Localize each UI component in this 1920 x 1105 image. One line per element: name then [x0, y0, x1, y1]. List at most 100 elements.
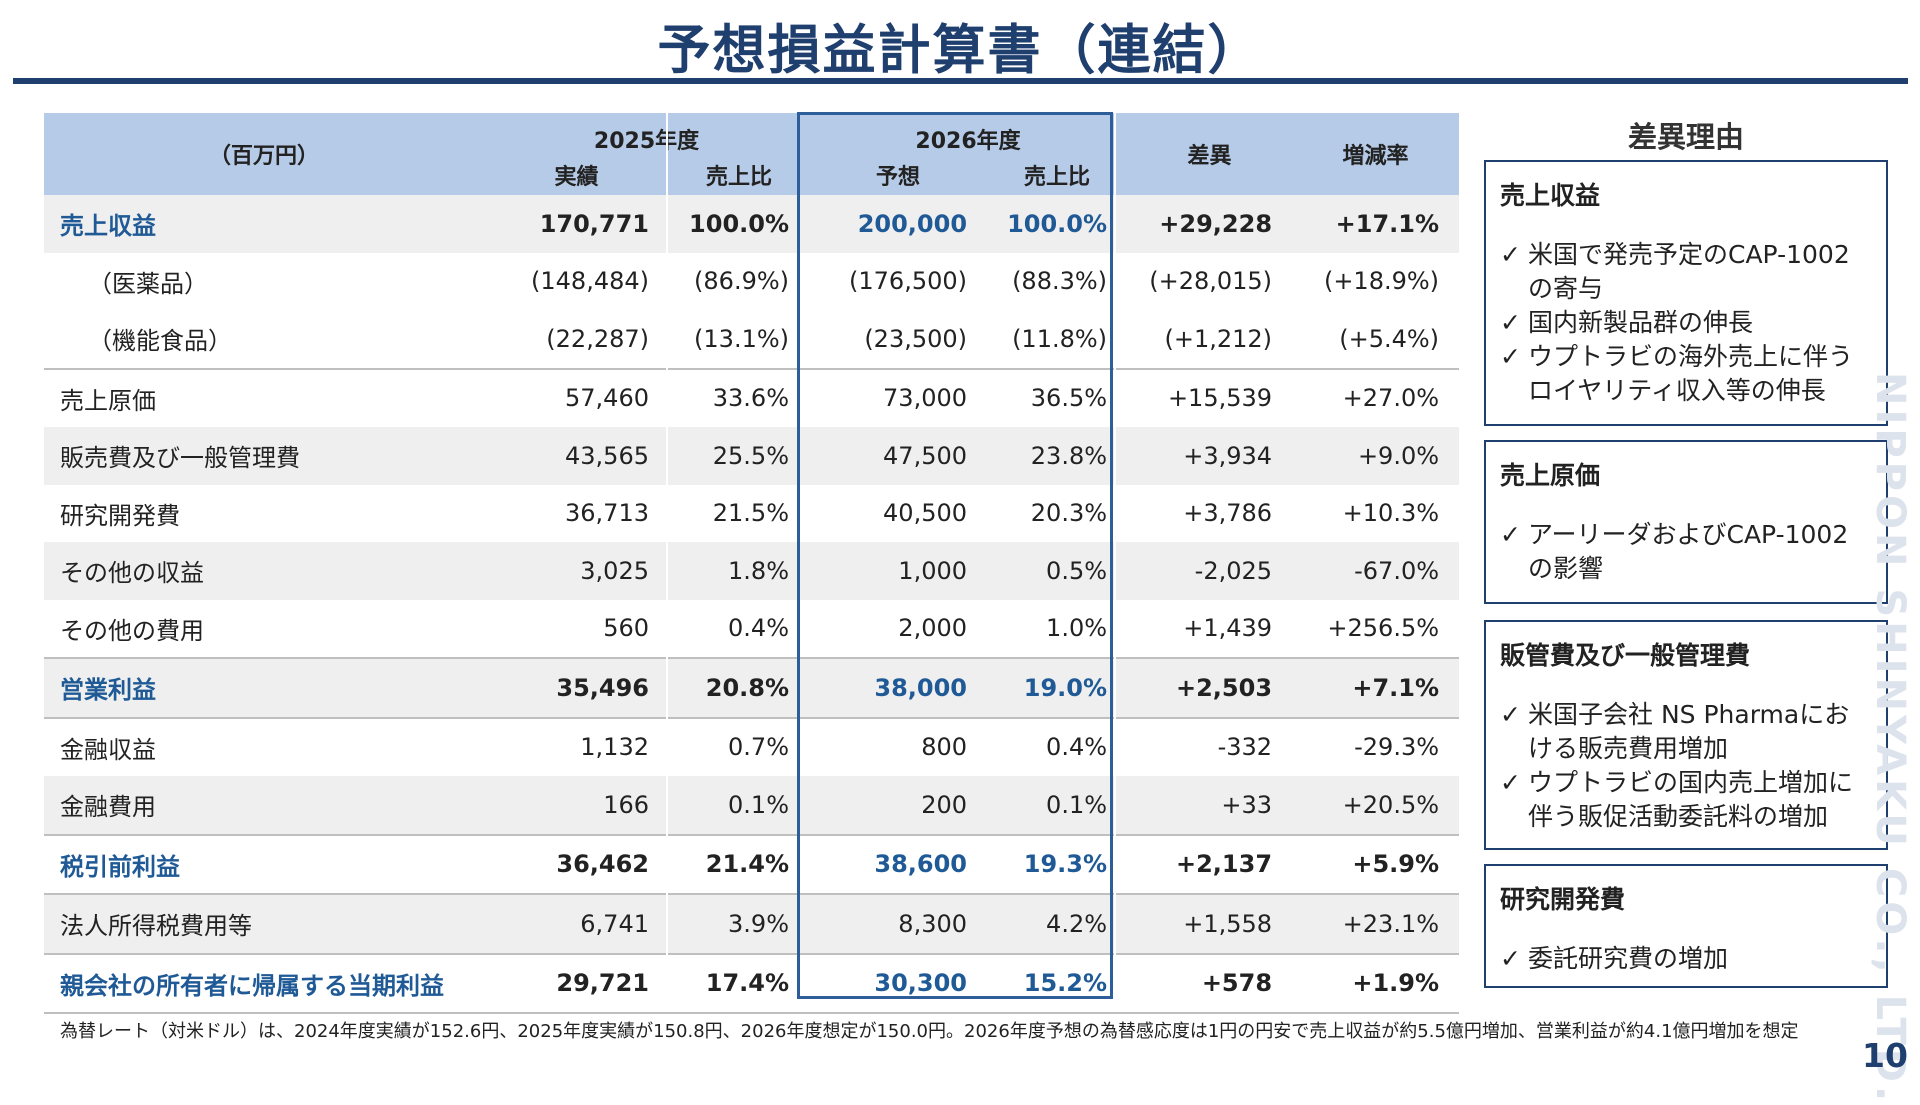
rate-cell: (+18.9%): [1323, 267, 1440, 296]
forecast-2026-cell: 47,500: [809, 427, 988, 485]
title-divider: [13, 78, 1908, 84]
table-row: （機能食品） (22,287) (13.1%) (23,500) (11.8%)…: [44, 310, 1459, 369]
actual-2025-cell: 170,771: [484, 195, 669, 253]
row-label: 親会社の所有者に帰属する当期利益: [44, 952, 484, 1014]
forecast-header: 予想: [809, 155, 988, 195]
actual-2025-cell: 36,462: [484, 833, 669, 894]
ratio-2026-cell: 0.5%: [987, 542, 1128, 600]
reason-text: ウプトラビの国内売上増加に伴う販促活動委託料の増加: [1528, 768, 1854, 831]
reason-list: ✓ 米国子会社 NS Pharmaにおける販売費用増加 ✓ ウプトラビの国内売上増加…: [1500, 698, 1872, 834]
ratio-2026-cell: 1.0%: [1046, 614, 1108, 643]
rate-cell: +17.1%: [1292, 195, 1460, 253]
diff-cell: +3,934: [1127, 427, 1293, 485]
ratio-2025-cell: 21.4%: [669, 833, 810, 894]
diff-cell: +2,503: [1127, 657, 1293, 718]
forecast-2026-cell: (23,500): [864, 324, 968, 353]
ratio-2025-cell: 3.9%: [669, 893, 810, 954]
row-label: 研究開発費: [60, 501, 180, 530]
header-row-1: （百万円） 2025年度 2026年度 差異 増減率: [44, 113, 1460, 195]
ratio-2025-cell: (13.1%): [694, 324, 790, 353]
ratio-2025-cell: 0.1%: [669, 776, 810, 835]
rate-cell: (+5.4%): [1339, 324, 1440, 353]
actual-2025-cell: 6,741: [484, 893, 669, 954]
table-row: 売上原価 57,460 33.6% 73,000 36.5% +15,539 +…: [44, 367, 1460, 427]
actual-2025-cell: 3,025: [484, 542, 669, 600]
diff-cell: +1,558: [1127, 893, 1293, 954]
ratio-2026-cell: 23.8%: [987, 427, 1128, 485]
check-icon: ✓: [1500, 944, 1521, 973]
check-icon: ✓: [1500, 700, 1521, 729]
reason-heading: 売上原価: [1500, 461, 1601, 490]
ratio-2026-cell: 0.1%: [987, 776, 1128, 835]
table-row: 販売費及び一般管理費 43,565 25.5% 47,500 23.8% +3,…: [44, 427, 1460, 485]
row-label: 営業利益: [44, 657, 484, 718]
column-divider: [666, 112, 668, 999]
row-label: 金融収益: [44, 716, 484, 776]
ratio-2025-cell: 25.5%: [669, 427, 810, 485]
reason-item: ✓ 米国子会社 NS Pharmaにおける販売費用増加: [1500, 698, 1872, 766]
reason-heading: 売上収益: [1500, 181, 1601, 210]
table-row: （医薬品） (148,484) (86.9%) (176,500) (88.3%…: [44, 253, 1459, 311]
column-divider: [1114, 112, 1116, 999]
ratio-2025-cell: 33.6%: [669, 367, 810, 427]
rate-cell: -29.3%: [1292, 716, 1460, 776]
row-label: 売上原価: [44, 367, 484, 427]
row-label: 売上収益: [44, 195, 484, 253]
diff-cell: (+28,015): [1149, 267, 1273, 296]
forecast-2026-cell: 38,600: [809, 833, 988, 894]
footnote: 為替レート（対米ドル）は、2024年度実績が152.6円、2025年度実績が15…: [60, 1021, 1799, 1042]
ratio-2025-header: 売上比: [669, 155, 810, 195]
ratio-2026-cell: 15.2%: [987, 952, 1128, 1014]
rate-cell: +27.0%: [1292, 367, 1460, 427]
table-row: 営業利益 35,496 20.8% 38,000 19.0% +2,503 +7…: [44, 657, 1460, 718]
rate-cell: +5.9%: [1292, 833, 1460, 894]
ratio-2025-cell: 100.0%: [669, 195, 810, 253]
ratio-2026-header: 売上比: [987, 155, 1128, 195]
reason-box-revenue: 売上収益 ✓ 米国で発売予定のCAP-1002の寄与 ✓ 国内新製品群の伸長 ✓ ウプ…: [1484, 160, 1888, 426]
rate-cell: +1.9%: [1292, 952, 1460, 1014]
table-row: その他の費用 560 0.4% 2,000 1.0% +1,439 +256.5…: [44, 600, 1459, 659]
ratio-2025-cell: 20.8%: [669, 657, 810, 718]
reason-item: ✓ 国内新製品群の伸長: [1500, 306, 1872, 340]
reason-text: 委託研究費の増加: [1528, 944, 1729, 973]
reason-list: ✓ 米国で発売予定のCAP-1002の寄与 ✓ 国内新製品群の伸長 ✓ ウプトラビの海…: [1500, 238, 1872, 408]
table-row: その他の収益 3,025 1.8% 1,000 0.5% -2,025 -67.…: [44, 542, 1460, 600]
check-icon: ✓: [1500, 768, 1521, 797]
table-row: 研究開発費 36,713 21.5% 40,500 20.3% +3,786 +…: [44, 485, 1459, 543]
table-row: 法人所得税費用等 6,741 3.9% 8,300 4.2% +1,558 +2…: [44, 893, 1460, 954]
reason-text: 米国で発売予定のCAP-1002の寄与: [1528, 240, 1850, 303]
check-icon: ✓: [1500, 308, 1521, 337]
table-row: 金融収益 1,132 0.7% 800 0.4% -332 -29.3%: [44, 716, 1460, 776]
reason-item: ✓ 米国で発売予定のCAP-1002の寄与: [1500, 238, 1872, 306]
actual-2025-cell: 43,565: [484, 427, 669, 485]
reason-text: アーリーダおよびCAP-1002の影響: [1528, 520, 1849, 583]
row-label: （医薬品）: [88, 269, 208, 298]
forecast-2026-cell: 40,500: [883, 499, 968, 528]
forecast-2026-cell: 200,000: [809, 195, 988, 253]
diff-cell: +3,786: [1183, 499, 1273, 528]
diff-cell: +578: [1127, 952, 1293, 1014]
reason-item: ✓ ウプトラビの海外売上に伴うロイヤリティ収入等の伸長: [1500, 340, 1872, 408]
rate-header: 増減率: [1292, 113, 1460, 195]
diff-cell: +2,137: [1127, 833, 1293, 894]
header-row-2: 実績 売上比 予想 売上比: [44, 155, 1459, 195]
row-label: 販売費及び一般管理費: [44, 427, 484, 485]
forecast-2026-cell: 1,000: [809, 542, 988, 600]
forecast-2026-cell: 800: [809, 716, 988, 776]
reason-text: 国内新製品群の伸長: [1528, 308, 1754, 337]
company-watermark-logo: NIPPON SHINYAKU CO., LTD.: [1867, 372, 1913, 1105]
actual-2025-cell: 560: [603, 614, 649, 643]
actual-2025-cell: (148,484): [531, 267, 649, 296]
row-label: 金融費用: [44, 776, 484, 835]
forecast-2026-cell: 38,000: [809, 657, 988, 718]
check-icon: ✓: [1500, 520, 1521, 549]
ratio-2026-cell: 19.3%: [987, 833, 1128, 894]
ratio-2025-cell: 1.8%: [669, 542, 810, 600]
income-statement-table: （百万円） 2025年度 2026年度 差異 増減率 実績 売上比 予想 売上比…: [44, 113, 1460, 1014]
diff-cell: -332: [1127, 716, 1293, 776]
forecast-2026-cell: (176,500): [849, 267, 968, 296]
forecast-2026-cell: 30,300: [809, 952, 988, 1014]
rate-cell: -67.0%: [1292, 542, 1460, 600]
reason-box-cost-of-sales: 売上原価 ✓ アーリーダおよびCAP-1002の影響: [1484, 440, 1888, 604]
ratio-2026-cell: 0.4%: [987, 716, 1128, 776]
